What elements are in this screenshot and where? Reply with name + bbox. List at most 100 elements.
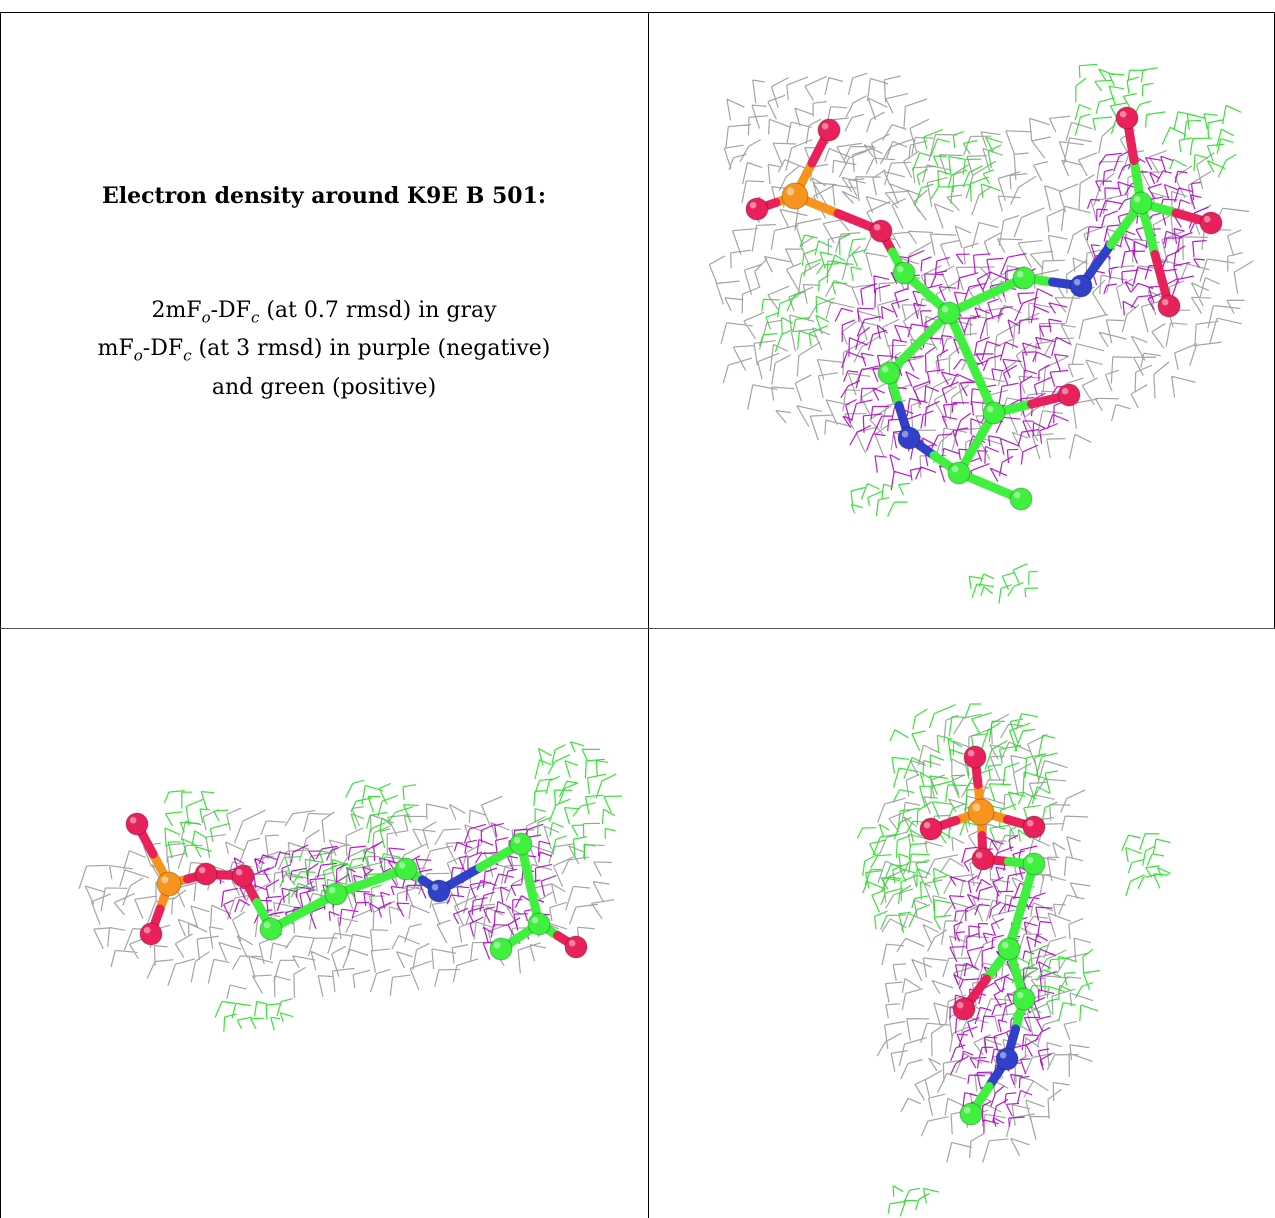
ligand-bl-atom-0-highlight	[161, 876, 169, 884]
figure-title: Electron density around K9E B 501:	[101, 183, 547, 209]
green-mesh-2-lines	[1121, 833, 1172, 897]
ligand-br-atom-6	[997, 937, 1021, 961]
green-mesh-4	[1161, 104, 1242, 178]
ligand-tr-atom-2-highlight	[749, 201, 757, 209]
ligand-bl-atom-5-highlight	[263, 921, 271, 929]
ligand-tr-atom-17-highlight	[1119, 110, 1127, 118]
ligand-bl-atom-4-highlight	[235, 868, 243, 876]
gray-mesh-upper-lines	[723, 72, 937, 208]
green-mesh-4-lines	[1161, 104, 1242, 178]
ligand-tr-atom-4-highlight	[896, 265, 904, 273]
ligand-br-atom-8	[995, 1047, 1019, 1071]
green-mesh-5	[850, 482, 911, 517]
ligand-bl-atom-2-highlight	[143, 926, 151, 934]
green-mesh-5-lines	[887, 1185, 939, 1217]
ligand-bl-atom-3	[194, 862, 218, 886]
ligand-tr-atom-17	[1115, 106, 1139, 130]
ligand-bl-atom-2	[139, 922, 163, 946]
green-mesh-2	[345, 779, 419, 848]
ligand-bl-atom-1-highlight	[129, 816, 137, 824]
density-view-bottom-right	[856, 703, 1172, 1217]
legend-line-gray: 2mFo-DFc (at 0.7 rmsd) in gray	[151, 298, 497, 327]
green-mesh-4-lines	[214, 998, 293, 1032]
ligand-bl-atom-11	[564, 935, 588, 959]
ligand-tr-atom-7	[897, 426, 921, 450]
ligand-br-atom-9-highlight	[963, 1106, 971, 1114]
ligand-tr-atom-10-highlight	[1016, 270, 1024, 278]
ligand-br-atom-8-highlight	[999, 1051, 1007, 1059]
view-bottom-right	[649, 629, 1275, 1218]
density-view-bottom-left	[78, 741, 623, 1032]
ligand-bl-atom-6-highlight	[328, 886, 336, 894]
green-mesh-1	[163, 790, 230, 859]
ligand-tr-atom-0-highlight	[786, 187, 795, 196]
green-mesh-5	[887, 1185, 939, 1217]
green-mesh-5-lines	[850, 482, 911, 517]
green-mesh-1	[856, 816, 931, 890]
ligand-bl-atom-8	[427, 879, 451, 903]
ligand-tr-atom-15-highlight	[1061, 387, 1069, 395]
ligand-br-atom-5-highlight	[1026, 856, 1034, 864]
green-mesh-3-lines	[533, 741, 623, 861]
caption-cell: Electron density around K9E B 501: 2mFo-…	[0, 13, 648, 628]
green-mesh-7	[799, 233, 867, 295]
legend-line-green: and green (positive)	[211, 374, 437, 400]
green-mesh-7-lines	[799, 233, 867, 295]
ligand-tr-atom-16-highlight	[1013, 491, 1021, 499]
green-mesh-6-lines	[968, 563, 1038, 604]
ligand-tr-atom-8	[947, 461, 971, 485]
green-mesh-4	[214, 998, 293, 1032]
ligand-br-atom-9	[959, 1102, 983, 1126]
purple-mesh-ring-lines	[834, 249, 1074, 491]
ligand-tr-atom-13-highlight	[1203, 215, 1211, 223]
ligand-bl-atom-7-highlight	[398, 861, 406, 869]
ligand-bl-atom-12	[489, 937, 513, 961]
green-mesh-1-lines	[856, 816, 931, 890]
divider-horizontal	[0, 628, 1275, 629]
ligand-br-atom-1	[963, 745, 987, 769]
ligand-tr-atom-3-highlight	[873, 223, 881, 231]
ligand-tr-atom-2	[745, 197, 769, 221]
ligand-br-atom-4	[971, 847, 995, 871]
ligand-tr-atom-7-highlight	[901, 430, 909, 438]
green-mesh-4-lines	[862, 859, 952, 934]
ligand-br-atom-4-highlight	[975, 851, 983, 859]
ligand-bl-atom-1	[125, 812, 149, 836]
ligand-br-atom-3-highlight	[1026, 819, 1034, 827]
ligand-br-atom-5	[1022, 852, 1046, 876]
green-mesh-2-lines	[345, 779, 419, 848]
green-mesh-2	[1121, 833, 1172, 897]
green-mesh-1	[758, 290, 834, 353]
view-bottom-left	[1, 629, 648, 1218]
ligand-bl-atom-9	[509, 832, 533, 856]
density-view-top-right	[708, 63, 1254, 604]
ligand-tr-atom-3	[869, 219, 893, 243]
ligand-tr-atom-16	[1009, 487, 1033, 511]
ligand-tr-atom-14-highlight	[1161, 298, 1169, 306]
gray-mesh-upper	[723, 72, 937, 208]
ligand-br-atom-6-highlight	[1001, 941, 1009, 949]
ligand-tr-atom-9-highlight	[986, 405, 994, 413]
ligand-bl-atom-11-highlight	[568, 939, 576, 947]
ligand-tr-atom-6-highlight	[881, 365, 889, 373]
ligand-tr-atom-5	[937, 301, 961, 325]
ligand-br-atom-3	[1022, 815, 1046, 839]
ligand-bl-atom-10-highlight	[531, 916, 539, 924]
ligand-tr-atom-13	[1199, 211, 1223, 235]
ligand-bl-atom-3-highlight	[198, 866, 206, 874]
ligand-tr-atom-9	[982, 401, 1006, 425]
green-mesh-6	[968, 563, 1038, 604]
purple-mesh-column	[948, 834, 1058, 1134]
figure-legend: 2mFo-DFc (at 0.7 rmsd) in gray mFo-DFc (…	[0, 295, 648, 404]
ligand-bl-atom-6	[324, 882, 348, 906]
ligand-tr-atom-6	[877, 361, 901, 385]
purple-mesh-column-lines	[948, 834, 1058, 1134]
ligand-tr-atom-1-highlight	[821, 122, 829, 130]
ligand-br-atom-10	[952, 997, 976, 1021]
ligand-br-atom-7	[1012, 987, 1036, 1011]
ligand-tr-atom-10	[1012, 266, 1036, 290]
green-mesh-3	[533, 741, 623, 861]
green-mesh-1-lines	[758, 290, 834, 353]
ligand-tr-atom-11-highlight	[1073, 278, 1081, 286]
